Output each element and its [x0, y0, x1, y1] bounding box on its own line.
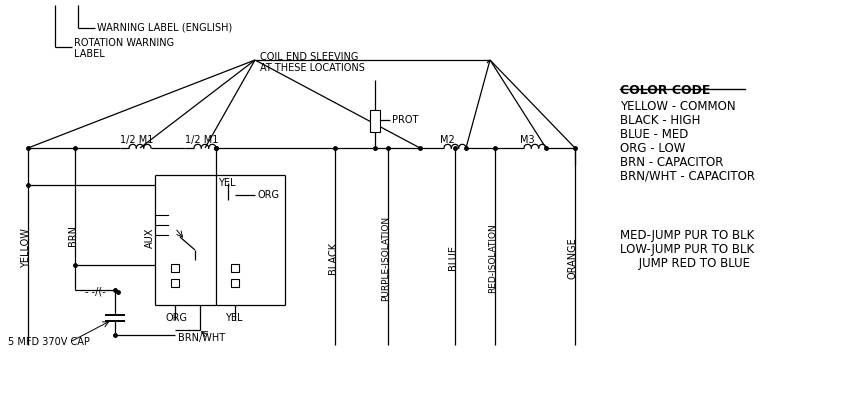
- Text: ORG - LOW: ORG - LOW: [620, 142, 686, 154]
- Text: BRN: BRN: [68, 225, 78, 245]
- Text: MED-JUMP PUR TO BLK: MED-JUMP PUR TO BLK: [620, 229, 754, 241]
- Text: BRN/WHT: BRN/WHT: [178, 333, 225, 343]
- Text: 5 MFD 370V CAP: 5 MFD 370V CAP: [8, 337, 90, 347]
- Text: M3: M3: [520, 135, 535, 145]
- Text: PURPLE-ISOLATION: PURPLE-ISOLATION: [381, 215, 390, 301]
- Text: BLUE: BLUE: [448, 245, 458, 271]
- Bar: [231, 279, 239, 287]
- Text: BRN/WHT - CAPACITOR: BRN/WHT - CAPACITOR: [620, 170, 755, 182]
- Text: 1/2 M1: 1/2 M1: [120, 135, 153, 145]
- Text: LABEL: LABEL: [74, 49, 105, 59]
- Text: WARNING LABEL (ENGLISH): WARNING LABEL (ENGLISH): [97, 23, 232, 33]
- Text: YELLOW - COMMON: YELLOW - COMMON: [620, 99, 735, 113]
- Text: - -/(-: - -/(-: [85, 287, 106, 297]
- Text: AUX: AUX: [145, 228, 155, 248]
- Text: LOW-JUMP PUR TO BLK: LOW-JUMP PUR TO BLK: [620, 243, 754, 255]
- Text: JUMP RED TO BLUE: JUMP RED TO BLUE: [620, 257, 750, 269]
- Bar: [171, 279, 179, 287]
- Text: M2: M2: [440, 135, 455, 145]
- Text: BLACK - HIGH: BLACK - HIGH: [620, 113, 701, 126]
- Text: YEL: YEL: [225, 313, 243, 323]
- Text: RED-ISOLATION: RED-ISOLATION: [488, 223, 497, 293]
- Text: PROT: PROT: [392, 115, 419, 125]
- Text: YEL: YEL: [218, 178, 236, 188]
- Text: ORANGE: ORANGE: [568, 237, 578, 279]
- Text: ORG: ORG: [165, 313, 187, 323]
- Text: ROTATION WARNING: ROTATION WARNING: [74, 38, 174, 48]
- Bar: [171, 264, 179, 272]
- Bar: [231, 264, 239, 272]
- Text: COLOR CODE: COLOR CODE: [620, 83, 710, 97]
- Text: COIL END SLEEVING: COIL END SLEEVING: [260, 52, 358, 62]
- Text: ORG: ORG: [258, 190, 280, 200]
- Text: BLUE - MED: BLUE - MED: [620, 128, 688, 140]
- Text: 1/2 M1: 1/2 M1: [185, 135, 218, 145]
- Text: BLACK: BLACK: [328, 242, 338, 274]
- Bar: [370, 110, 380, 132]
- Text: BRN - CAPACITOR: BRN - CAPACITOR: [620, 156, 723, 168]
- Text: AT THESE LOCATIONS: AT THESE LOCATIONS: [260, 63, 365, 73]
- Text: YELLOW: YELLOW: [21, 228, 31, 268]
